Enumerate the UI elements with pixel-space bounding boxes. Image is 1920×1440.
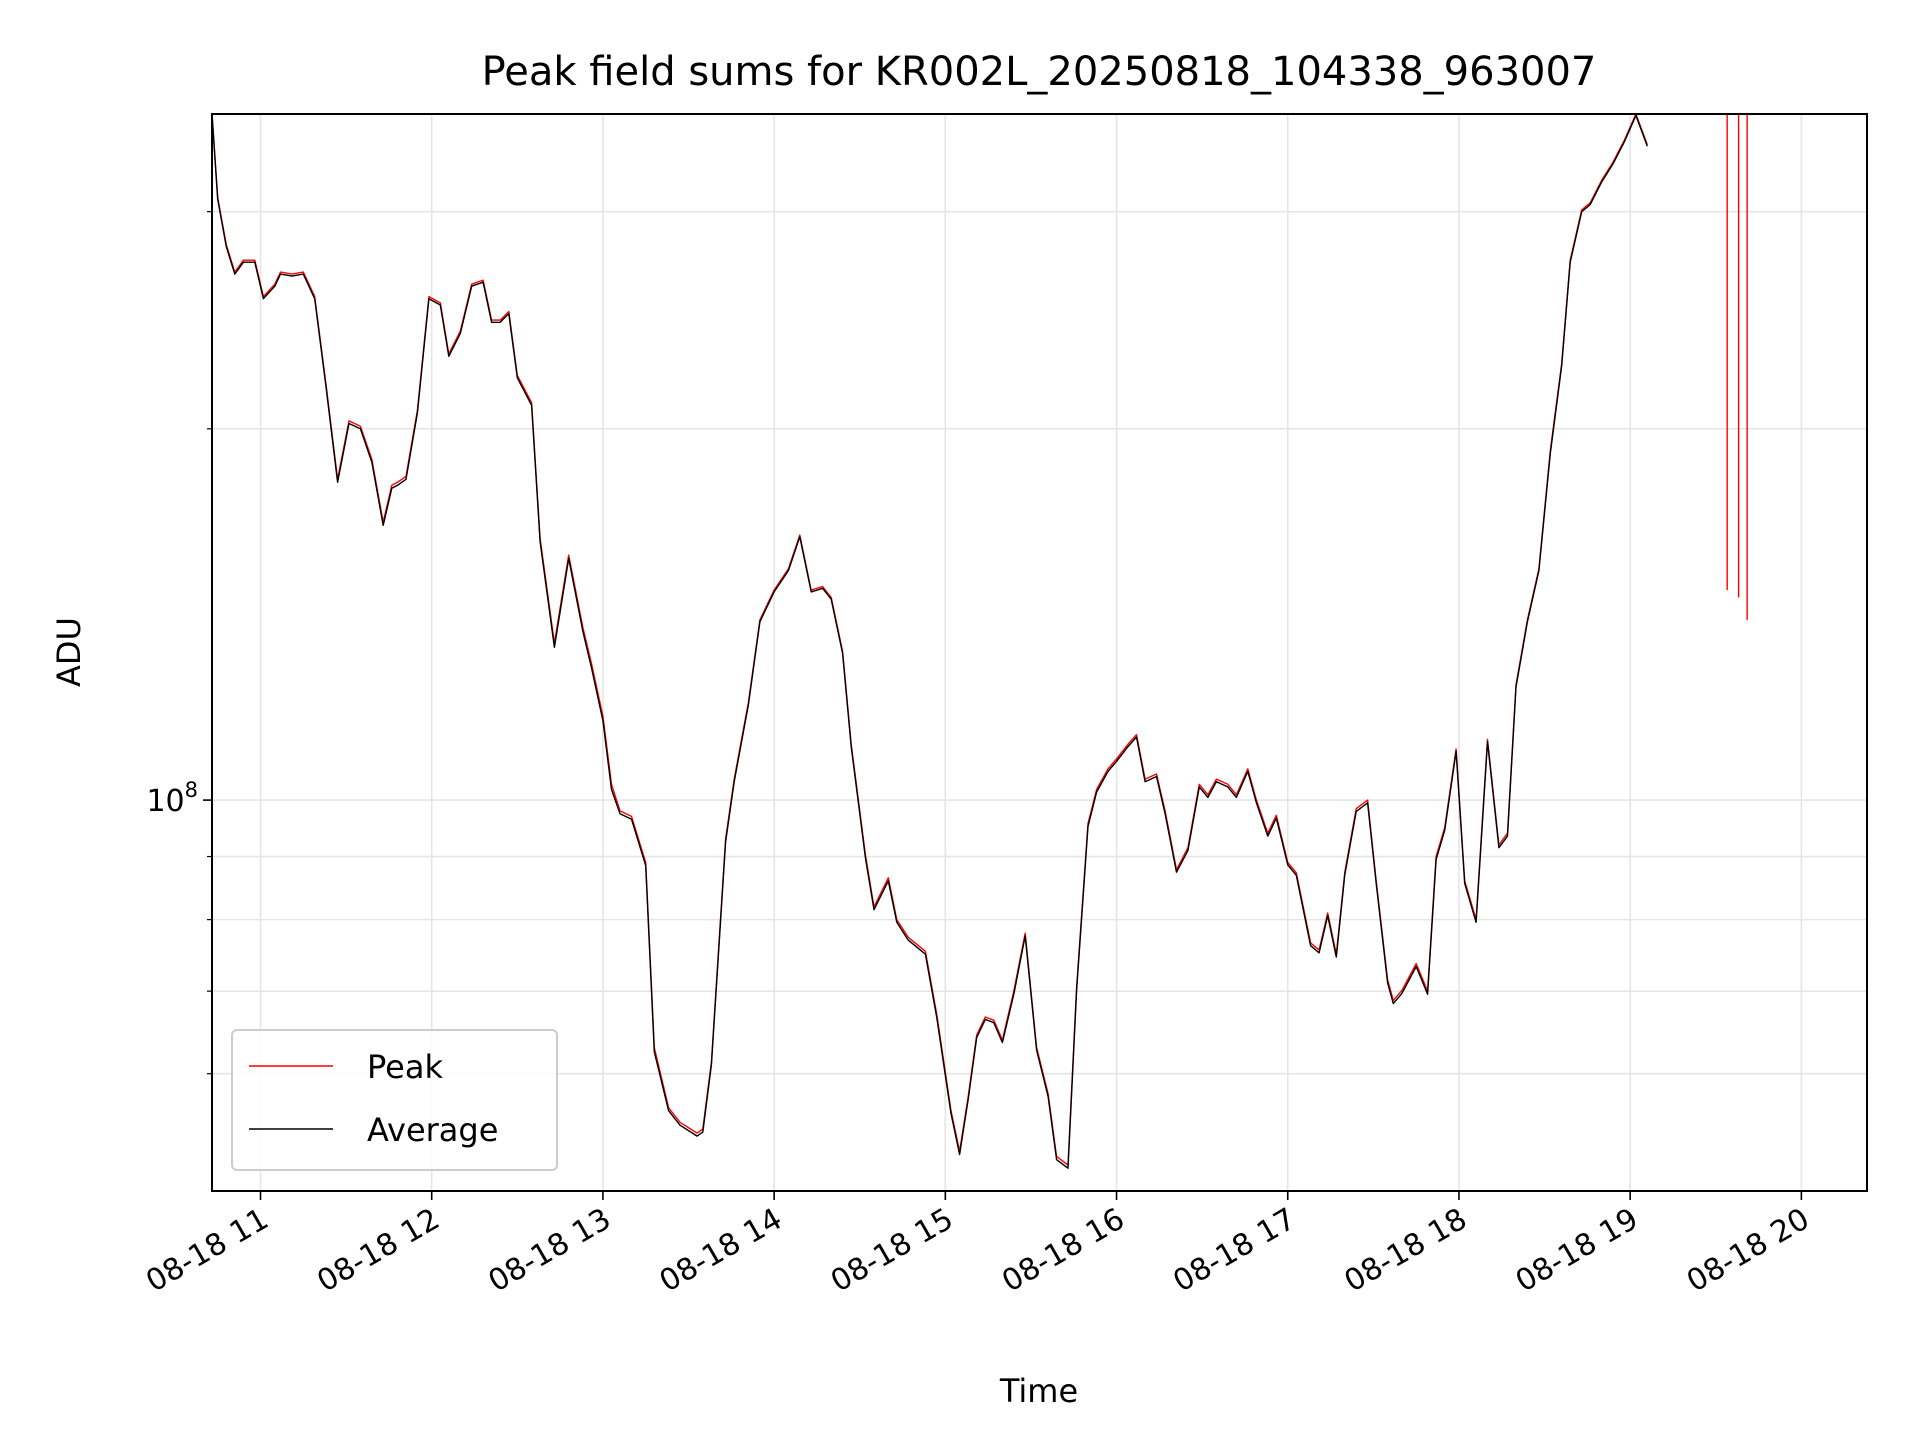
plot-frame xyxy=(211,113,1868,1192)
x-tick-label: 08-18 16 xyxy=(996,1202,1130,1300)
y-axis: 108 xyxy=(146,211,212,1075)
plot-lines xyxy=(212,114,1748,1169)
x-tick-label: 08-18 11 xyxy=(140,1202,274,1300)
legend-label-peak: Peak xyxy=(367,1048,443,1086)
legend-label-average: Average xyxy=(367,1111,498,1149)
x-tick-label: 08-18 18 xyxy=(1339,1202,1473,1300)
legend: Peak Average xyxy=(231,1029,558,1171)
x-axis: 08-18 11 08-18 12 08-18 13 08-18 14 08-18 15… xyxy=(140,1191,1815,1299)
legend-box xyxy=(231,1029,558,1171)
y-tick-label: 108 xyxy=(146,778,198,819)
x-tick-label: 08-18 15 xyxy=(825,1202,959,1300)
x-tick-label: 08-18 13 xyxy=(483,1202,617,1300)
x-tick-label: 08-18 12 xyxy=(311,1202,445,1300)
series-line-average xyxy=(212,114,1648,1169)
y-axis-label: ADU xyxy=(50,617,88,687)
x-tick-label: 08-18 17 xyxy=(1167,1202,1301,1300)
x-axis-label: Time xyxy=(999,1372,1078,1410)
x-tick-label: 08-18 14 xyxy=(654,1202,788,1300)
chart-title: Peak field sums for KR002L_20250818_1043… xyxy=(482,49,1597,95)
x-tick-label: 08-18 20 xyxy=(1681,1202,1815,1300)
x-tick-label: 08-18 19 xyxy=(1510,1202,1644,1300)
series-line-peak xyxy=(212,114,1648,1166)
